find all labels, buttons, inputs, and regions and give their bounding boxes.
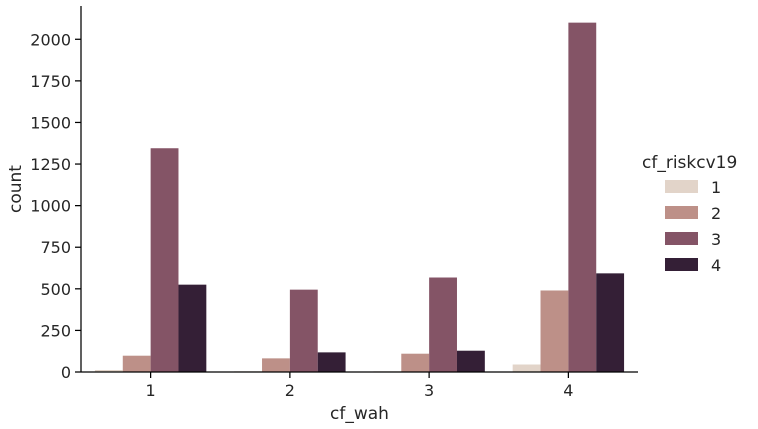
bar-series-1-cat-4 xyxy=(512,364,541,372)
bar-series-2-cat-1 xyxy=(122,355,151,372)
bar-series-2-cat-4 xyxy=(540,290,569,372)
x-ticks-group: 1 2 3 4 xyxy=(146,372,573,400)
legend-swatch-1 xyxy=(665,180,698,193)
y-tick-label: 1000 xyxy=(30,197,71,216)
y-tick-label: 500 xyxy=(40,280,71,299)
bar-series-3-cat-2 xyxy=(289,289,318,372)
legend-swatch-3 xyxy=(665,232,698,245)
y-tick-label: 0 xyxy=(61,363,71,382)
y-tick-label: 1750 xyxy=(30,72,71,91)
x-tick-label: 2 xyxy=(285,381,295,400)
bar-series-3-cat-3 xyxy=(429,277,457,372)
y-ticks-group: 0 250 500 750 1000 1250 1500 1750 2000 xyxy=(30,30,81,382)
bar-series-4-cat-1 xyxy=(178,284,207,372)
legend-items: 1 2 3 4 xyxy=(665,178,721,275)
y-tick-label: 750 xyxy=(40,238,71,257)
bar-series-4-cat-2 xyxy=(317,352,346,372)
bars-group xyxy=(94,22,625,372)
bar-series-4-cat-3 xyxy=(456,350,485,372)
y-tick-label: 1250 xyxy=(30,155,71,174)
legend-label-2: 2 xyxy=(711,204,721,223)
y-tick-label: 250 xyxy=(40,321,71,340)
y-axis-label: count xyxy=(6,165,26,213)
y-tick-label: 1500 xyxy=(30,113,71,132)
legend-swatch-2 xyxy=(665,206,698,219)
bar-series-1-cat-1 xyxy=(94,370,123,372)
axes-group xyxy=(80,6,638,373)
bar-series-2-cat-2 xyxy=(262,358,290,372)
y-tick-label: 2000 xyxy=(30,30,71,49)
legend-label-4: 4 xyxy=(711,256,721,275)
x-tick-label: 1 xyxy=(146,381,156,400)
legend-swatch-4 xyxy=(665,258,698,271)
legend-title: cf_riskcv19 xyxy=(642,153,737,173)
bar-series-2-cat-3 xyxy=(401,353,430,372)
x-tick-label: 3 xyxy=(424,381,434,400)
x-axis-label: cf_wah xyxy=(330,404,389,424)
x-tick-label: 4 xyxy=(563,381,573,400)
bar-series-4-cat-4 xyxy=(596,273,625,372)
legend-label-3: 3 xyxy=(711,230,721,249)
legend: cf_riskcv19 1 2 3 4 xyxy=(642,153,737,275)
bar-series-3-cat-1 xyxy=(150,148,179,372)
legend-label-1: 1 xyxy=(711,178,721,197)
bar-series-3-cat-4 xyxy=(568,22,597,372)
